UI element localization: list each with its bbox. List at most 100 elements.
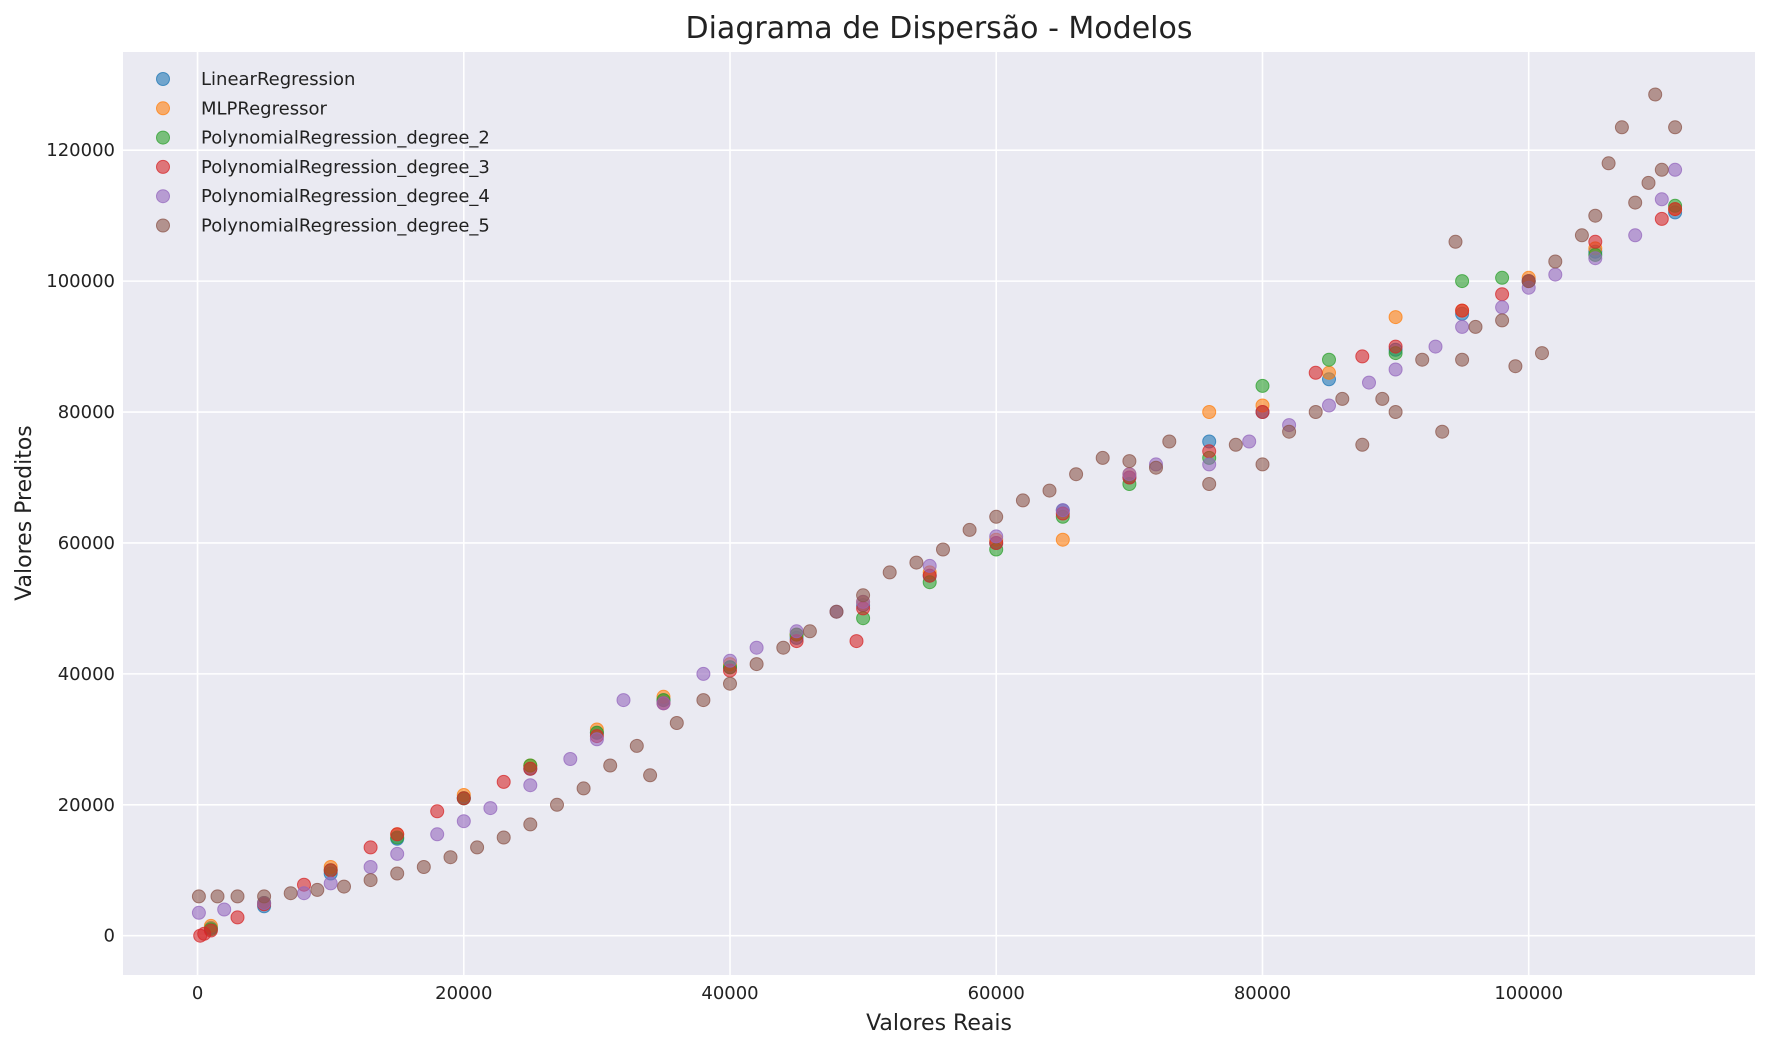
data-point: [1435, 424, 1450, 439]
data-points: [191, 87, 1683, 943]
data-point: [257, 889, 272, 904]
data-point: [789, 624, 804, 639]
data-point: [1069, 467, 1084, 482]
data-point: [390, 846, 405, 861]
data-point: [443, 850, 458, 865]
data-point: [1308, 365, 1323, 380]
data-point: [643, 768, 658, 783]
data-point: [1228, 437, 1243, 452]
legend-item: PolynomialRegression_degree_4: [156, 186, 490, 207]
data-point: [1355, 349, 1370, 364]
data-point: [1388, 405, 1403, 419]
data-point: [1362, 375, 1376, 390]
legend-item: LinearRegression: [156, 69, 355, 90]
data-point: [363, 840, 378, 855]
data-point: [1548, 267, 1563, 282]
data-point: [1574, 228, 1589, 243]
x-tick-label: 60000: [968, 983, 1025, 1004]
data-point: [1455, 352, 1470, 367]
data-point: [1668, 120, 1683, 135]
y-tick-label: 80000: [58, 402, 115, 423]
data-point: [1628, 228, 1643, 243]
data-point: [629, 738, 644, 753]
y-axis-label: Valores Preditos: [12, 425, 37, 601]
x-axis-label: Valores Reais: [866, 1011, 1012, 1036]
data-point: [310, 882, 325, 897]
data-point: [936, 542, 950, 557]
legend-marker: [156, 159, 170, 174]
data-point: [849, 634, 864, 649]
data-point: [1628, 195, 1643, 210]
data-point: [1468, 319, 1483, 334]
x-tick-label: 80000: [1234, 983, 1291, 1004]
y-tick-label: 20000: [58, 795, 115, 816]
data-point: [1495, 270, 1510, 285]
legend-label: MLPRegressor: [201, 98, 327, 119]
data-point: [456, 814, 471, 829]
data-point: [1654, 211, 1669, 226]
x-tick-label: 0: [192, 983, 203, 1004]
data-point: [1535, 346, 1549, 361]
data-point: [1648, 87, 1663, 102]
data-point: [496, 774, 511, 789]
data-point: [989, 509, 1004, 524]
legend-label: LinearRegression: [201, 69, 355, 90]
legend-item: PolynomialRegression_degree_3: [156, 157, 490, 178]
data-point: [1388, 339, 1403, 354]
legend-label: PolynomialRegression_degree_2: [201, 128, 490, 149]
data-point: [1548, 254, 1563, 269]
x-tick-label: 40000: [701, 983, 758, 1004]
data-point: [1255, 378, 1270, 393]
data-point: [962, 522, 977, 537]
data-point: [1055, 532, 1070, 547]
data-point: [1255, 457, 1270, 472]
data-point: [922, 558, 937, 573]
data-point: [210, 889, 225, 904]
data-point: [1149, 460, 1163, 475]
legend-label: PolynomialRegression_degree_5: [201, 216, 490, 237]
y-tick-label: 60000: [58, 533, 115, 554]
data-point: [390, 827, 405, 842]
data-point: [856, 588, 871, 603]
data-point: [337, 879, 351, 894]
data-point: [1308, 405, 1323, 419]
legend-marker: [156, 101, 170, 116]
data-point: [696, 666, 711, 681]
data-point: [563, 752, 578, 766]
data-point: [1668, 162, 1683, 177]
data-point: [230, 910, 245, 925]
data-point: [523, 761, 538, 776]
data-point: [456, 791, 471, 806]
data-point: [829, 604, 844, 619]
legend-marker: [156, 218, 170, 233]
data-point: [1428, 339, 1443, 354]
data-point: [882, 565, 897, 580]
data-point: [496, 830, 511, 845]
data-point: [363, 860, 378, 874]
data-point: [909, 555, 924, 570]
data-point: [1355, 437, 1370, 452]
data-point: [191, 889, 206, 904]
legend-label: PolynomialRegression_degree_3: [201, 157, 490, 178]
x-tick-label: 100000: [1494, 983, 1563, 1004]
data-point: [470, 840, 485, 855]
y-tick-label: 120000: [46, 140, 115, 161]
data-point: [363, 873, 378, 888]
data-point: [1375, 391, 1390, 406]
data-point: [723, 653, 737, 668]
data-point: [1448, 234, 1463, 249]
data-point: [1202, 457, 1217, 472]
series-PolynomialRegression_degree_5: [191, 87, 1683, 904]
data-point: [1322, 398, 1336, 413]
legend-item: PolynomialRegression_degree_2: [156, 128, 490, 149]
data-point: [1455, 274, 1470, 289]
data-point: [1202, 477, 1217, 491]
data-point: [1588, 208, 1603, 223]
data-point: [1322, 365, 1336, 380]
data-point: [230, 889, 245, 904]
data-point: [1335, 391, 1350, 406]
y-tick-label: 100000: [46, 271, 115, 292]
data-point: [430, 804, 445, 819]
data-point: [576, 781, 591, 796]
data-point: [1641, 175, 1656, 190]
